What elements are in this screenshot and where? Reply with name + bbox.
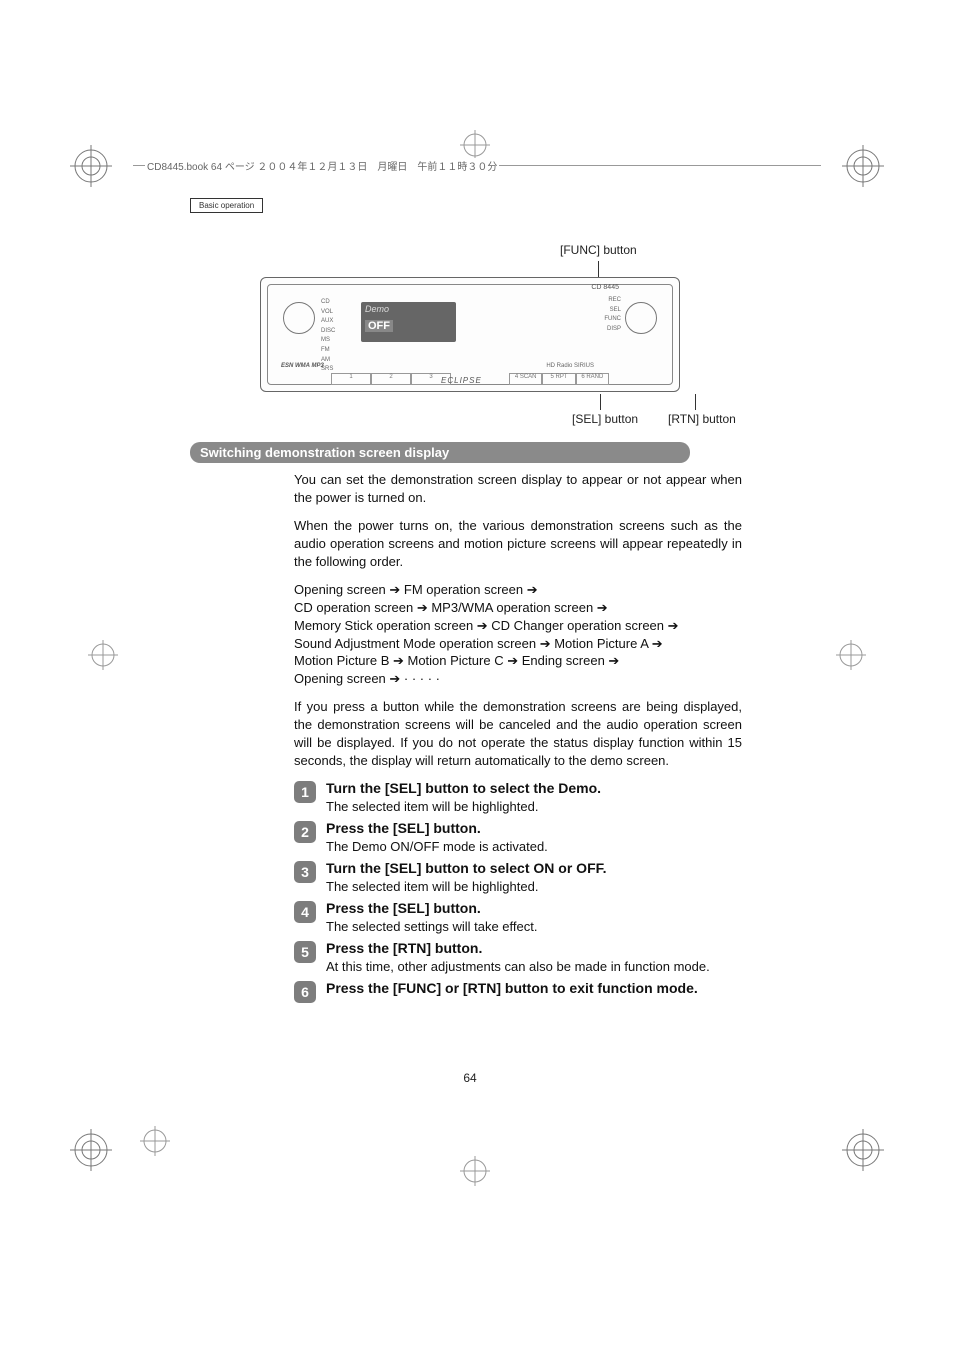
step-title: Press the [SEL] button. xyxy=(326,900,742,916)
step-title: Press the [RTN] button. xyxy=(326,940,742,956)
step-row: 5 Press the [RTN] button. At this time, … xyxy=(294,940,742,974)
subheading: Switching demonstration screen display xyxy=(190,442,690,463)
dev-btn: 5 RPT xyxy=(542,373,575,385)
crop-mark-icon xyxy=(70,145,112,187)
device-esn: ESN WMA MP3 xyxy=(281,363,324,369)
crop-mark-icon xyxy=(842,1129,884,1171)
step-number-badge: 5 xyxy=(294,941,316,963)
device-brand: ECLIPSE xyxy=(441,376,482,385)
rtn-button-label: [RTN] button xyxy=(668,412,736,426)
func-button-label: [FUNC] button xyxy=(560,243,750,257)
step-title: Press the [SEL] button. xyxy=(326,820,742,836)
paragraph: You can set the demonstration screen dis… xyxy=(294,471,742,507)
step-row: 1 Turn the [SEL] button to select the De… xyxy=(294,780,742,814)
step-desc: The Demo ON/OFF mode is activated. xyxy=(326,839,742,854)
section-tag: Basic operation xyxy=(190,198,263,213)
step-desc: At this time, other adjustments can also… xyxy=(326,959,742,974)
step-row: 4 Press the [SEL] button. The selected s… xyxy=(294,900,742,934)
crop-mark-icon xyxy=(460,1156,490,1186)
step-desc: The selected item will be highlighted. xyxy=(326,879,742,894)
paragraph: When the power turns on, the various dem… xyxy=(294,517,742,571)
step-desc: The selected item will be highlighted. xyxy=(326,799,742,814)
dev-btn: 6 RAND xyxy=(576,373,609,385)
step-row: 6 Press the [FUNC] or [RTN] button to ex… xyxy=(294,980,742,1003)
crop-mark-icon xyxy=(842,145,884,187)
step-number-badge: 4 xyxy=(294,901,316,923)
sequence-list: Opening screen ➔ FM operation screen ➔ C… xyxy=(294,581,742,689)
device-sirius: HD Radio SIRIUS xyxy=(546,363,594,369)
crop-mark-icon xyxy=(836,640,866,670)
screen-demo-label: Demo xyxy=(365,304,389,314)
crop-mark-icon xyxy=(88,640,118,670)
device-illustration: Demo OFF CD 8445 CD VOL AUX DISC MS FM A… xyxy=(260,277,680,392)
device-right-labels: REC SEL FUNC DISP xyxy=(604,296,621,334)
crop-mark-icon xyxy=(70,1129,112,1171)
device-model: CD 8445 xyxy=(591,284,619,291)
step-title: Turn the [SEL] button to select ON or OF… xyxy=(326,860,742,876)
body-text: You can set the demonstration screen dis… xyxy=(294,471,742,770)
paragraph: If you press a button while the demonstr… xyxy=(294,698,742,770)
step-row: 3 Turn the [SEL] button to select ON or … xyxy=(294,860,742,894)
page-number: 64 xyxy=(190,1071,750,1085)
dev-btn: 2 xyxy=(371,373,411,385)
screen-off-label: OFF xyxy=(365,320,393,332)
step-number-badge: 3 xyxy=(294,861,316,883)
step-desc: The selected settings will take effect. xyxy=(326,919,742,934)
crop-mark-icon xyxy=(460,130,490,160)
crop-header-text: CD8445.book 64 ページ ２００４年１２月１３日 月曜日 午前１１時… xyxy=(145,158,499,173)
device-diagram: [FUNC] button Demo OFF CD 8445 CD VOL AU… xyxy=(250,243,750,434)
step-title: Press the [FUNC] or [RTN] button to exit… xyxy=(326,980,742,996)
sel-button-label: [SEL] button xyxy=(572,412,638,426)
dev-btn: 4 SCAN xyxy=(509,373,542,385)
crop-mark-icon xyxy=(140,1126,170,1156)
step-number-badge: 1 xyxy=(294,781,316,803)
step-number-badge: 2 xyxy=(294,821,316,843)
step-title: Turn the [SEL] button to select the Demo… xyxy=(326,780,742,796)
step-row: 2 Press the [SEL] button. The Demo ON/OF… xyxy=(294,820,742,854)
step-number-badge: 6 xyxy=(294,981,316,1003)
dev-btn: 1 xyxy=(331,373,371,385)
